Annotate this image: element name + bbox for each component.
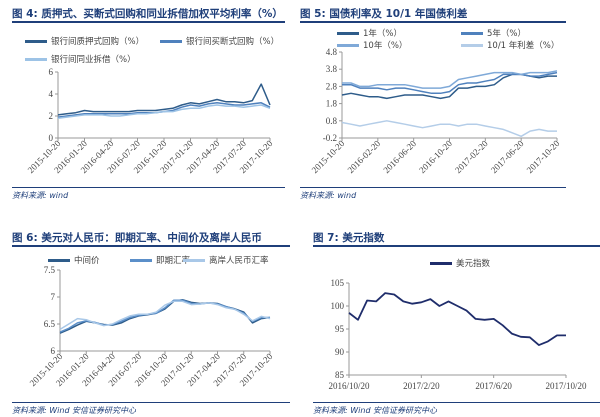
- y-tick-label: 90: [335, 347, 345, 357]
- legend-swatch: [430, 261, 452, 265]
- y-tick-label: 6.5: [44, 319, 56, 329]
- y-tick-label: 6: [51, 346, 56, 356]
- figure-5-title: 图 5: 国债利率及 10/1 年国债利差: [300, 8, 468, 20]
- x-tick-label: 2016-02-20: [345, 138, 382, 175]
- figure-6-title-rule: [12, 245, 290, 247]
- legend-swatch: [48, 258, 70, 262]
- legend-swatch: [130, 258, 152, 262]
- y-tick-label: 1.8: [326, 99, 338, 109]
- y-tick-label: 2: [49, 111, 54, 121]
- y-tick-label: 3.8: [326, 64, 338, 74]
- legend-swatch: [461, 43, 483, 47]
- legend-swatch: [25, 39, 47, 43]
- x-tick-label: 2017/6/20: [475, 381, 512, 391]
- series-line-3: [59, 300, 271, 331]
- figure-4-source: 资料来源: wind: [12, 191, 69, 200]
- series-line-3: [342, 70, 558, 89]
- legend-item: 即期汇率: [130, 254, 190, 266]
- x-tick-label: 2017-02-20: [453, 138, 490, 175]
- legend-item: 美元指数: [430, 257, 490, 269]
- legend-item: 中间价: [48, 254, 100, 266]
- y-tick-label: 95: [335, 324, 345, 334]
- x-tick-label: 2015-10-20: [310, 138, 347, 175]
- x-tick-label: 2017-06-20: [489, 138, 526, 175]
- series-line-2: [342, 71, 558, 95]
- y-tick-label: 0: [49, 133, 54, 143]
- legend-label: 美元指数: [456, 259, 491, 269]
- legend-item: 离岸人民币汇率: [183, 254, 269, 266]
- legend-item: 银行间质押式回购（%）: [25, 35, 144, 47]
- series-line-3: [57, 104, 271, 119]
- legend-label: 中间价: [74, 256, 100, 266]
- y-tick-label: 6: [49, 67, 54, 77]
- figure-5-source: 资料来源: wind: [300, 191, 357, 200]
- figure-6-title: 图 6: 美元对人民币：即期汇率、中间价及离岸人民币: [12, 232, 262, 244]
- legend-label: 离岸人民币汇率: [209, 256, 269, 266]
- figure-7-source-rule: [313, 402, 600, 403]
- legend-label: 银行间买断式回购（%）: [186, 37, 280, 47]
- figure-5-source-rule: [300, 187, 566, 188]
- legend-swatch: [337, 31, 359, 35]
- legend-label: 10/1 年利差（%）: [487, 41, 560, 51]
- figure-4-title: 图 4: 质押式、买断式回购和同业拆借加权平均利率（%）: [12, 8, 283, 20]
- figure-4-source-rule: [12, 187, 285, 188]
- series-line-4: [341, 120, 557, 138]
- legend-label: 5年（%）: [487, 29, 526, 39]
- legend-swatch: [25, 57, 47, 61]
- y-tick-label: 4.8: [326, 47, 338, 57]
- y-tick-label: 100: [331, 301, 345, 311]
- legend-swatch: [160, 39, 182, 43]
- y-tick-label: 2.8: [326, 81, 338, 91]
- legend-item: 5年（%）: [461, 27, 526, 39]
- y-tick-label: 7: [51, 292, 56, 302]
- legend-label: 银行间同业拆借（%）: [51, 55, 136, 65]
- y-tick-label: 105: [331, 278, 345, 288]
- figure-7-title-rule: [313, 245, 600, 247]
- y-tick-label: 0.8: [326, 116, 338, 126]
- series-line-1: [348, 292, 566, 347]
- x-tick-label: 2017/10/20: [545, 381, 587, 391]
- x-tick-label: 2017-10-20: [525, 138, 562, 175]
- figure-7-title: 图 7: 美元指数: [313, 232, 385, 244]
- figure-5-title-rule: [300, 21, 566, 23]
- legend-label: 即期汇率: [156, 256, 191, 266]
- y-tick-label: 7.5: [44, 265, 56, 275]
- figure-6-source: 资料来源: Wind 安信证券研究中心: [12, 406, 137, 415]
- legend-item: 10/1 年利差（%）: [461, 39, 559, 51]
- legend-label: 银行间质押式回购（%）: [51, 37, 145, 47]
- figure-4-title-rule: [12, 21, 285, 23]
- x-tick-label: 2016-06-20: [381, 138, 418, 175]
- legend-swatch: [337, 43, 359, 47]
- x-tick-label: 2016/10/20: [328, 381, 370, 391]
- figure-7-source: 资料来源: Wind 安信证券研究中心: [313, 406, 438, 415]
- y-tick-label: -0.2: [323, 133, 337, 143]
- x-tick-label: 2016-10-20: [417, 138, 454, 175]
- y-tick-label: 85: [335, 370, 345, 380]
- legend-item: 银行间买断式回购（%）: [160, 35, 279, 47]
- series-line-1: [57, 83, 271, 116]
- y-tick-label: 4: [49, 89, 54, 99]
- legend-label: 10年（%）: [363, 41, 408, 51]
- legend-label: 1年（%）: [363, 29, 402, 39]
- legend-item: 银行间同业拆借（%）: [25, 53, 136, 65]
- x-tick-label: 2017/2/20: [403, 381, 440, 391]
- legend-item: 10年（%）: [337, 39, 407, 51]
- legend-swatch: [183, 258, 205, 262]
- legend-swatch: [461, 31, 483, 35]
- legend-item: 1年（%）: [337, 27, 402, 39]
- figure-6-source-rule: [12, 402, 290, 403]
